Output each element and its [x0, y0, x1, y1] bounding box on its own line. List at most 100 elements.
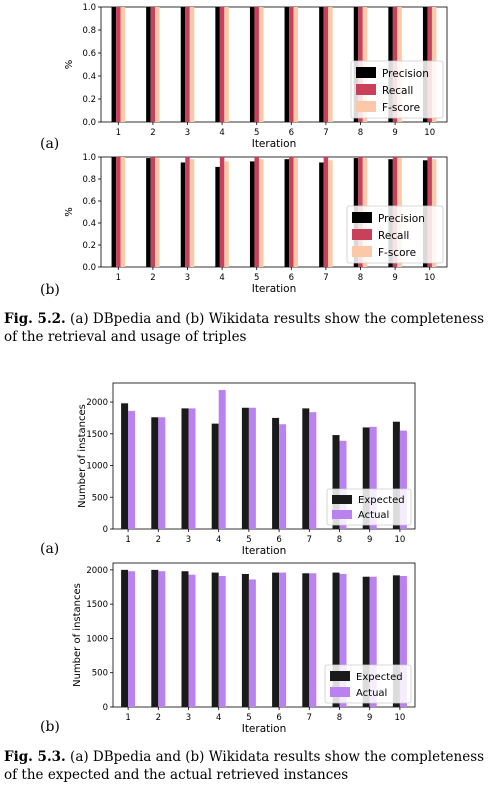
bar-actual [279, 572, 287, 707]
bar-actual [339, 440, 347, 529]
panel-label-5-3-b: (b) [40, 719, 60, 735]
bar-recall [185, 157, 190, 267]
bar-recall [289, 157, 294, 267]
figure-5-2-caption-label: Fig. 5.2. [4, 311, 66, 327]
bar-expected [181, 571, 189, 707]
y-axis-label: % [64, 207, 75, 217]
bar-precision [180, 162, 186, 267]
plot-frame [100, 156, 448, 268]
legend-label: Expected [358, 495, 405, 506]
y-tick-label: 1500 [86, 600, 108, 610]
y-tick-label: 0 [103, 703, 108, 713]
bar-actual [158, 571, 166, 707]
x-tick-label: 9 [392, 273, 397, 283]
x-tick-label: 10 [394, 535, 405, 545]
x-tick-label: 3 [186, 535, 191, 545]
y-tick-label: 1500 [86, 430, 108, 440]
legend-swatch [330, 671, 350, 681]
bar-precision [180, 7, 186, 122]
chart-5-3-b-svg: 0 500 1000 1500 2000 1 2 3 4 5 6 7 8 9 10 Iteration Numb… [72, 562, 416, 735]
x-tick-label: 1 [116, 128, 121, 138]
bar-actual [369, 426, 377, 529]
bar-expected [302, 573, 310, 707]
bar-expected [272, 417, 280, 529]
y-tick-label: 2000 [86, 398, 108, 408]
bar-precision [215, 166, 220, 267]
bar-actual [218, 576, 226, 707]
bar-fscore [258, 7, 264, 122]
plot-frame [112, 382, 416, 530]
legend-label: Actual [358, 510, 389, 521]
bar-fscore [155, 7, 160, 122]
y-tick-label: 0.0 [82, 118, 96, 128]
x-tick-label: 2 [156, 713, 161, 723]
x-tick-label: 7 [323, 128, 328, 138]
bar-recall [219, 157, 225, 267]
legend-label: Expected [356, 672, 403, 683]
bar-actual [128, 410, 136, 529]
bar-precision [146, 158, 151, 267]
x-tick-label: 10 [424, 128, 435, 138]
bar-actual [309, 573, 317, 707]
x-tick-label: 4 [219, 273, 224, 283]
x-tick-label: 6 [276, 713, 281, 723]
bar-expected [151, 417, 159, 529]
bar-precision [284, 7, 290, 122]
x-tick-label: 8 [337, 713, 342, 723]
bar-fscore [120, 7, 126, 122]
bar-actual [399, 430, 407, 529]
y-tick-label: 0.2 [82, 95, 96, 105]
bar-expected [211, 572, 219, 707]
bar-recall [150, 157, 156, 267]
x-tick-label: 10 [424, 273, 435, 283]
x-tick-label: 6 [276, 535, 281, 545]
bar-expected [362, 576, 370, 707]
bar-expected [151, 569, 159, 707]
legend-label: F-score [378, 247, 416, 259]
bar-expected [121, 569, 129, 707]
y-tick-label: 0 [103, 525, 108, 535]
bar-fscore [189, 7, 195, 122]
y-axis-label: Number of instances [72, 583, 83, 687]
bar-expected [121, 403, 129, 529]
legend-swatch [332, 510, 352, 519]
bar-actual [158, 417, 166, 529]
panel-label-5-2-b: (b) [40, 282, 60, 298]
bar-precision [319, 162, 324, 267]
bar-recall [219, 7, 225, 122]
legend-swatch [352, 229, 372, 240]
y-tick-label: 0.6 [82, 49, 96, 59]
legend-label: Recall [378, 230, 409, 242]
bar-actual [188, 408, 196, 529]
legend-swatch [330, 687, 350, 697]
bar-actual [128, 571, 136, 707]
bar-fscore [224, 161, 229, 267]
y-tick-label: 1000 [86, 634, 108, 644]
figure-5-3-caption: Fig. 5.3. (a) DBpedia and (b) Wikidata r… [4, 748, 497, 784]
bar-fscore [120, 157, 126, 267]
bar-expected [332, 572, 340, 707]
y-tick-label: 0.0 [82, 263, 96, 273]
bar-recall [289, 7, 294, 122]
x-tick-label: 3 [185, 273, 190, 283]
y-tick-label: 500 [92, 493, 108, 503]
x-axis-label: Iteration [242, 723, 287, 735]
bar-recall [254, 157, 259, 267]
x-tick-label: 4 [216, 535, 221, 545]
x-tick-label: 1 [116, 273, 121, 283]
x-axis-label: Iteration [252, 138, 297, 150]
bar-actual [279, 424, 287, 529]
bar-expected [241, 407, 249, 529]
x-tick-label: 8 [358, 128, 363, 138]
x-tick-label: 2 [150, 273, 155, 283]
chart-5-2-a-svg: 0.0 0.2 0.4 0.6 0.8 1.0 1 2 3 4 5 6 7 8 9 10 Iteration% P… [64, 3, 448, 150]
x-tick-label: 5 [254, 128, 259, 138]
bar-actual [339, 573, 347, 707]
bar-actual [248, 407, 256, 529]
bar-precision [111, 7, 117, 122]
legend-swatch [352, 246, 372, 257]
y-tick-label: 1.0 [82, 3, 96, 13]
bar-expected [332, 435, 340, 529]
chart-5-3-a-svg: 0 500 1000 1500 2000 1 2 3 4 5 6 7 8 9 10 Iteration Numb… [77, 382, 416, 557]
panel-label-5-3-a: (a) [40, 541, 60, 557]
